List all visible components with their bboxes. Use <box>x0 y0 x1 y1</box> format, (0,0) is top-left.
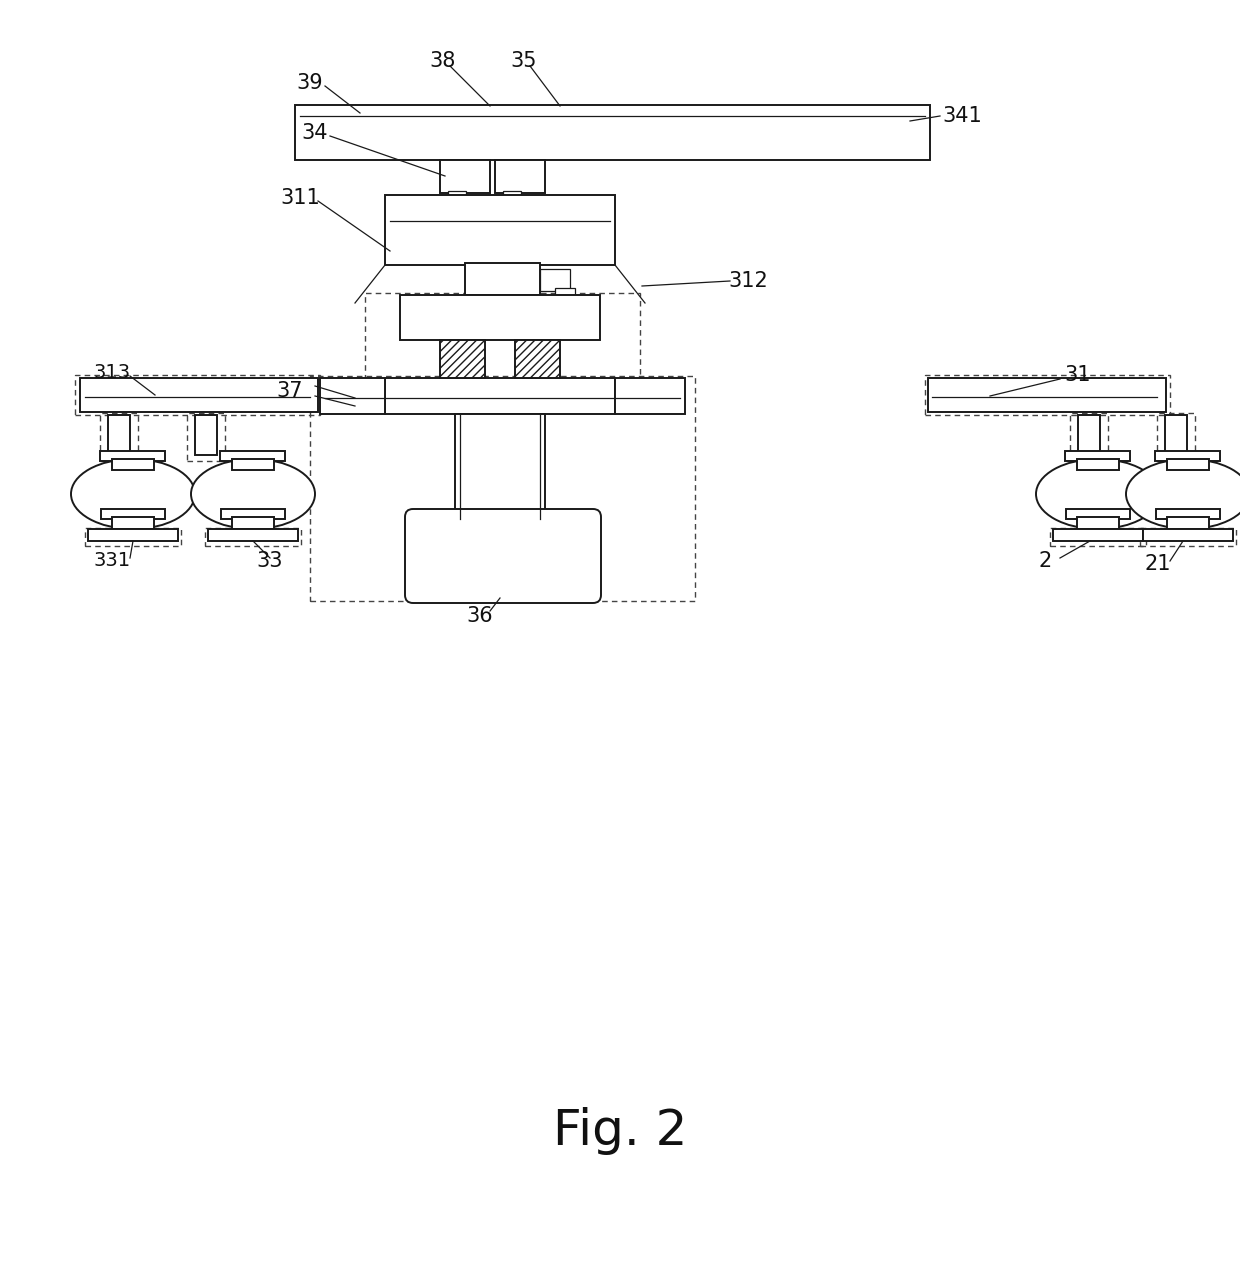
Bar <box>1066 509 1130 520</box>
Text: 33: 33 <box>257 551 283 571</box>
Bar <box>86 528 181 546</box>
Bar <box>232 459 274 470</box>
Bar <box>465 264 539 295</box>
Text: Fig. 2: Fig. 2 <box>553 1107 687 1155</box>
Bar <box>495 160 546 193</box>
Text: 31: 31 <box>1065 364 1091 385</box>
Text: 331: 331 <box>93 551 130 570</box>
Bar <box>515 340 560 378</box>
Ellipse shape <box>1126 459 1240 530</box>
Text: 312: 312 <box>728 271 768 291</box>
Bar <box>401 295 600 340</box>
Bar <box>507 200 517 214</box>
Bar <box>455 414 546 520</box>
Ellipse shape <box>191 459 315 530</box>
Bar <box>440 160 490 193</box>
Bar <box>187 414 224 462</box>
Bar <box>1078 517 1118 530</box>
Bar <box>408 512 598 600</box>
Bar <box>88 530 179 541</box>
Bar <box>1157 414 1195 462</box>
Bar <box>310 376 694 601</box>
Bar <box>1078 415 1100 455</box>
Bar <box>1166 415 1187 455</box>
Bar <box>195 415 217 455</box>
Text: 38: 38 <box>430 50 456 71</box>
Text: 34: 34 <box>301 124 329 142</box>
Bar <box>1078 459 1118 470</box>
Text: 39: 39 <box>296 73 324 93</box>
Bar <box>232 517 274 530</box>
Bar <box>448 190 466 203</box>
Bar <box>221 509 285 520</box>
Text: 313: 313 <box>93 363 130 382</box>
Bar <box>100 509 165 520</box>
Bar <box>1065 451 1130 462</box>
Text: 21: 21 <box>1145 554 1172 574</box>
Bar <box>1070 414 1109 462</box>
Bar <box>81 378 317 412</box>
Ellipse shape <box>1035 459 1159 530</box>
Bar <box>208 530 298 541</box>
Bar <box>365 293 640 381</box>
Bar <box>1167 517 1209 530</box>
Bar <box>100 451 165 462</box>
Text: 35: 35 <box>511 50 537 71</box>
Text: 341: 341 <box>942 106 982 126</box>
Bar <box>615 378 684 414</box>
Bar <box>384 378 615 414</box>
Bar <box>928 378 1166 412</box>
Bar <box>219 451 285 462</box>
Bar <box>1143 530 1233 541</box>
Bar <box>1156 509 1220 520</box>
Bar <box>1053 530 1143 541</box>
Bar <box>1167 459 1209 470</box>
FancyBboxPatch shape <box>405 509 601 603</box>
Bar <box>925 375 1171 415</box>
Bar <box>503 190 521 203</box>
Bar <box>384 195 615 265</box>
Bar <box>320 378 384 414</box>
Bar <box>539 269 570 291</box>
Text: 36: 36 <box>466 607 494 625</box>
Bar <box>1050 528 1146 546</box>
Bar <box>295 105 930 160</box>
Text: 311: 311 <box>280 188 320 208</box>
Bar <box>556 288 575 298</box>
Text: 2: 2 <box>1038 551 1052 571</box>
Bar <box>112 517 154 530</box>
Bar <box>205 528 301 546</box>
Bar <box>1140 528 1236 546</box>
Bar <box>100 414 138 462</box>
Bar <box>440 340 485 378</box>
Bar <box>453 200 463 214</box>
Bar <box>108 415 130 455</box>
Ellipse shape <box>71 459 195 530</box>
Text: 37: 37 <box>277 381 304 401</box>
Bar <box>1154 451 1220 462</box>
Bar <box>74 375 320 415</box>
Bar <box>112 459 154 470</box>
